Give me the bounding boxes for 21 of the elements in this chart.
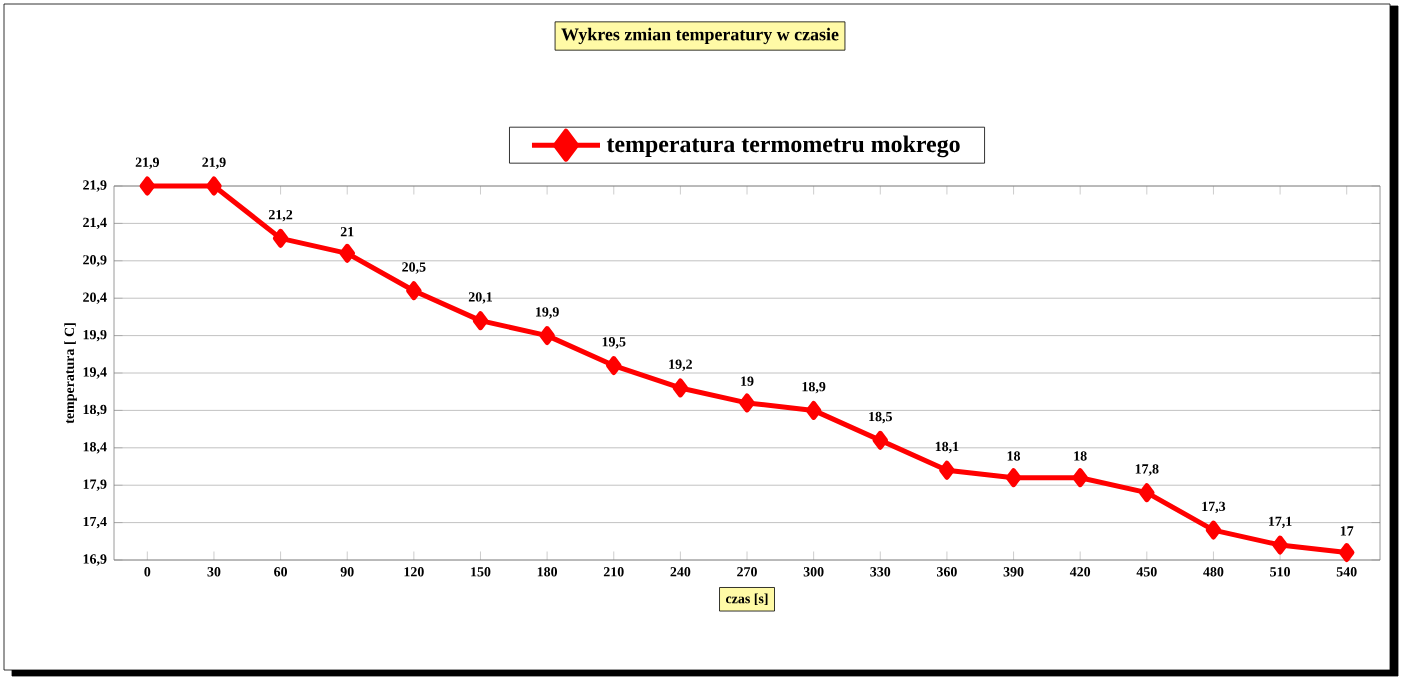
legend-label: temperatura termometru mokrego — [606, 135, 960, 158]
point — [339, 243, 355, 263]
point — [472, 311, 489, 331]
point — [139, 176, 156, 196]
point — [1005, 468, 1022, 488]
point — [539, 326, 555, 346]
point — [872, 430, 889, 450]
point — [1338, 543, 1355, 563]
point — [739, 393, 755, 413]
point — [1272, 535, 1288, 555]
point — [1205, 520, 1222, 540]
point — [406, 281, 422, 301]
point — [1139, 483, 1155, 503]
chart-title: Wykres zmian temperatury w czasie — [561, 27, 839, 45]
point — [272, 228, 289, 248]
point — [672, 378, 689, 398]
point — [939, 460, 955, 480]
point — [206, 176, 222, 196]
point — [606, 356, 622, 376]
point — [805, 400, 822, 420]
point — [1072, 468, 1088, 488]
